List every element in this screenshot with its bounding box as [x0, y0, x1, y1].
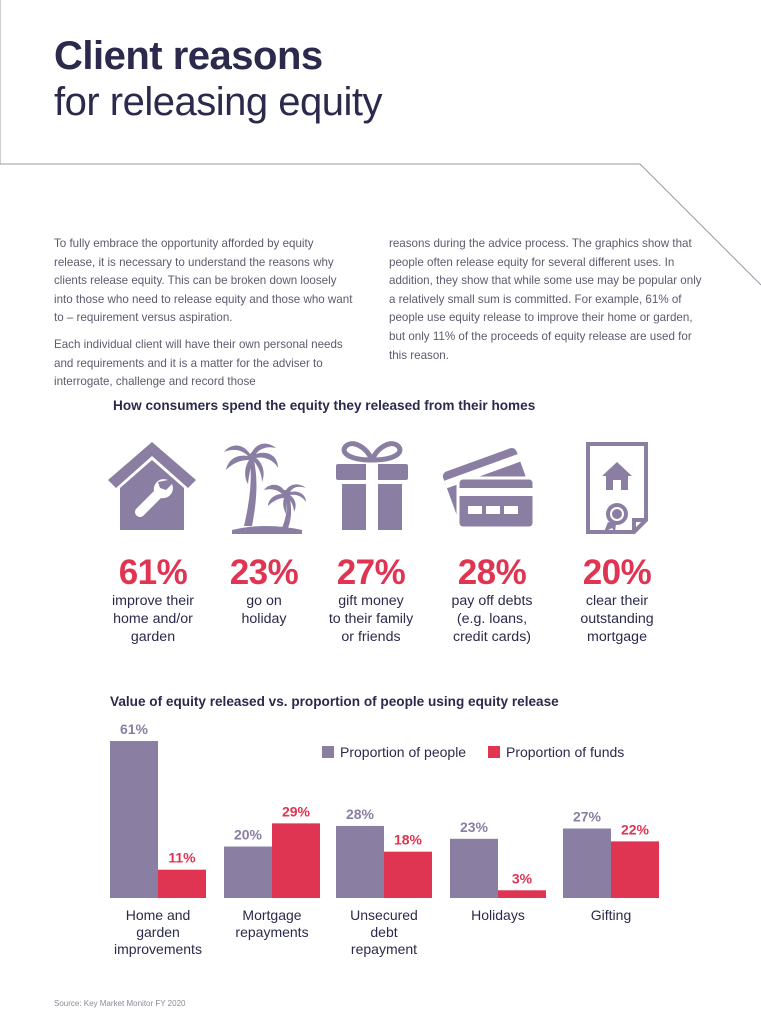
bar-proportion-of-people	[336, 825, 384, 898]
stat-percentage: 28%	[457, 553, 527, 592]
bar-proportion-of-funds	[158, 869, 206, 898]
stat-pay-off-debts: 28% pay off debts (e.g. loans, credit ca…	[427, 554, 557, 646]
category-label: debt	[370, 924, 397, 940]
chart-legend: Proportion of people Proportion of funds	[322, 744, 642, 760]
page-subtitle: for releasing equity	[54, 80, 382, 124]
page-title: Client reasons	[54, 34, 323, 78]
bar-value-label: 11%	[168, 850, 196, 866]
legend-swatch-people	[322, 746, 334, 758]
bar-proportion-of-people	[224, 846, 272, 898]
stat-percentage: 61%	[118, 553, 188, 592]
stat-label-line: garden	[130, 629, 176, 645]
bar-proportion-of-funds	[272, 823, 320, 898]
stat-home-improvements: 61% improve their home and/or garden	[88, 554, 218, 646]
legend-item-people: Proportion of people	[322, 744, 466, 760]
legend-item-funds: Proportion of funds	[487, 744, 625, 760]
category-label: Mortgage	[242, 907, 301, 923]
bar-proportion-of-funds	[611, 841, 659, 898]
bar-value-label: 29%	[282, 803, 311, 819]
decorative-divider-line	[0, 0, 761, 286]
stat-percentage: 27%	[336, 553, 406, 592]
stat-label-line: or friends	[341, 629, 401, 645]
bar-proportion-of-people	[110, 741, 158, 898]
chart-heading: Value of equity released vs. proportion …	[110, 694, 559, 709]
category-label: repayment	[351, 941, 417, 957]
bar-value-label: 20%	[234, 827, 263, 843]
intro-paragraph: To fully embrace the opportunity afforde…	[54, 237, 353, 325]
bar-value-label: 61%	[120, 721, 149, 737]
palm-trees-icon	[224, 443, 306, 534]
bar-value-label: 27%	[573, 809, 602, 825]
intro-left-column: To fully embrace the opportunity afforde…	[54, 235, 354, 400]
stat-label-line: mortgage	[587, 629, 647, 645]
stat-label-line: credit cards)	[452, 629, 532, 645]
category-label: improvements	[114, 941, 202, 957]
infographic-heading: How consumers spend the equity they rele…	[113, 398, 536, 413]
stat-percentage: 20%	[582, 553, 652, 592]
bar-value-label: 18%	[394, 832, 423, 848]
intro-right-column: reasons during the advice process. The g…	[389, 235, 707, 373]
stat-holiday: 23% go on holiday	[199, 554, 329, 628]
bar-value-label: 23%	[460, 819, 489, 835]
credit-cards-icon	[442, 447, 536, 530]
legend-label: Proportion of people	[340, 744, 467, 760]
stat-label-line: improve their	[111, 593, 194, 609]
category-label: garden	[136, 924, 180, 940]
stat-clear-mortgage: 20% clear their outstanding mortgage	[552, 554, 682, 646]
stat-label-line: outstanding	[580, 611, 654, 627]
bar-value-label: 28%	[346, 806, 375, 822]
category-label: Holidays	[471, 907, 525, 923]
stat-percentage: 23%	[229, 553, 299, 592]
house-wrench-icon	[108, 442, 196, 530]
bar-value-label: 22%	[621, 821, 650, 837]
bar-proportion-of-people	[450, 838, 498, 898]
stat-label-line: go on	[246, 593, 282, 609]
bar-proportion-of-people	[563, 828, 611, 898]
category-label: repayments	[235, 924, 308, 940]
mortgage-certificate-icon	[586, 442, 648, 534]
stat-label-line: holiday	[241, 611, 287, 627]
intro-paragraph: Each individual client will have their o…	[54, 337, 343, 389]
stat-label-line: (e.g. loans,	[456, 611, 528, 627]
stat-label-line: gift money	[338, 593, 404, 609]
intro-paragraph: reasons during the advice process. The g…	[389, 237, 702, 362]
category-label: Gifting	[591, 907, 631, 923]
legend-swatch-funds	[487, 746, 500, 758]
stat-label-line: home and/or	[113, 611, 193, 627]
category-label: Unsecured	[350, 907, 418, 923]
legend-label: Proportion of funds	[505, 744, 625, 760]
category-label: Home and	[126, 907, 191, 923]
gift-icon	[336, 441, 408, 530]
stat-label-line: to their family	[328, 611, 414, 627]
source-note: Source: Key Market Monitor FY 2020	[54, 999, 186, 1008]
stat-label-line: clear their	[585, 593, 649, 609]
bar-proportion-of-funds	[384, 851, 432, 898]
stat-gift-money: 27% gift money to their family or friend…	[306, 554, 436, 646]
stat-label-line: pay off debts	[451, 593, 533, 609]
bar-value-label: 3%	[512, 870, 533, 886]
bar-proportion-of-funds	[498, 890, 546, 898]
